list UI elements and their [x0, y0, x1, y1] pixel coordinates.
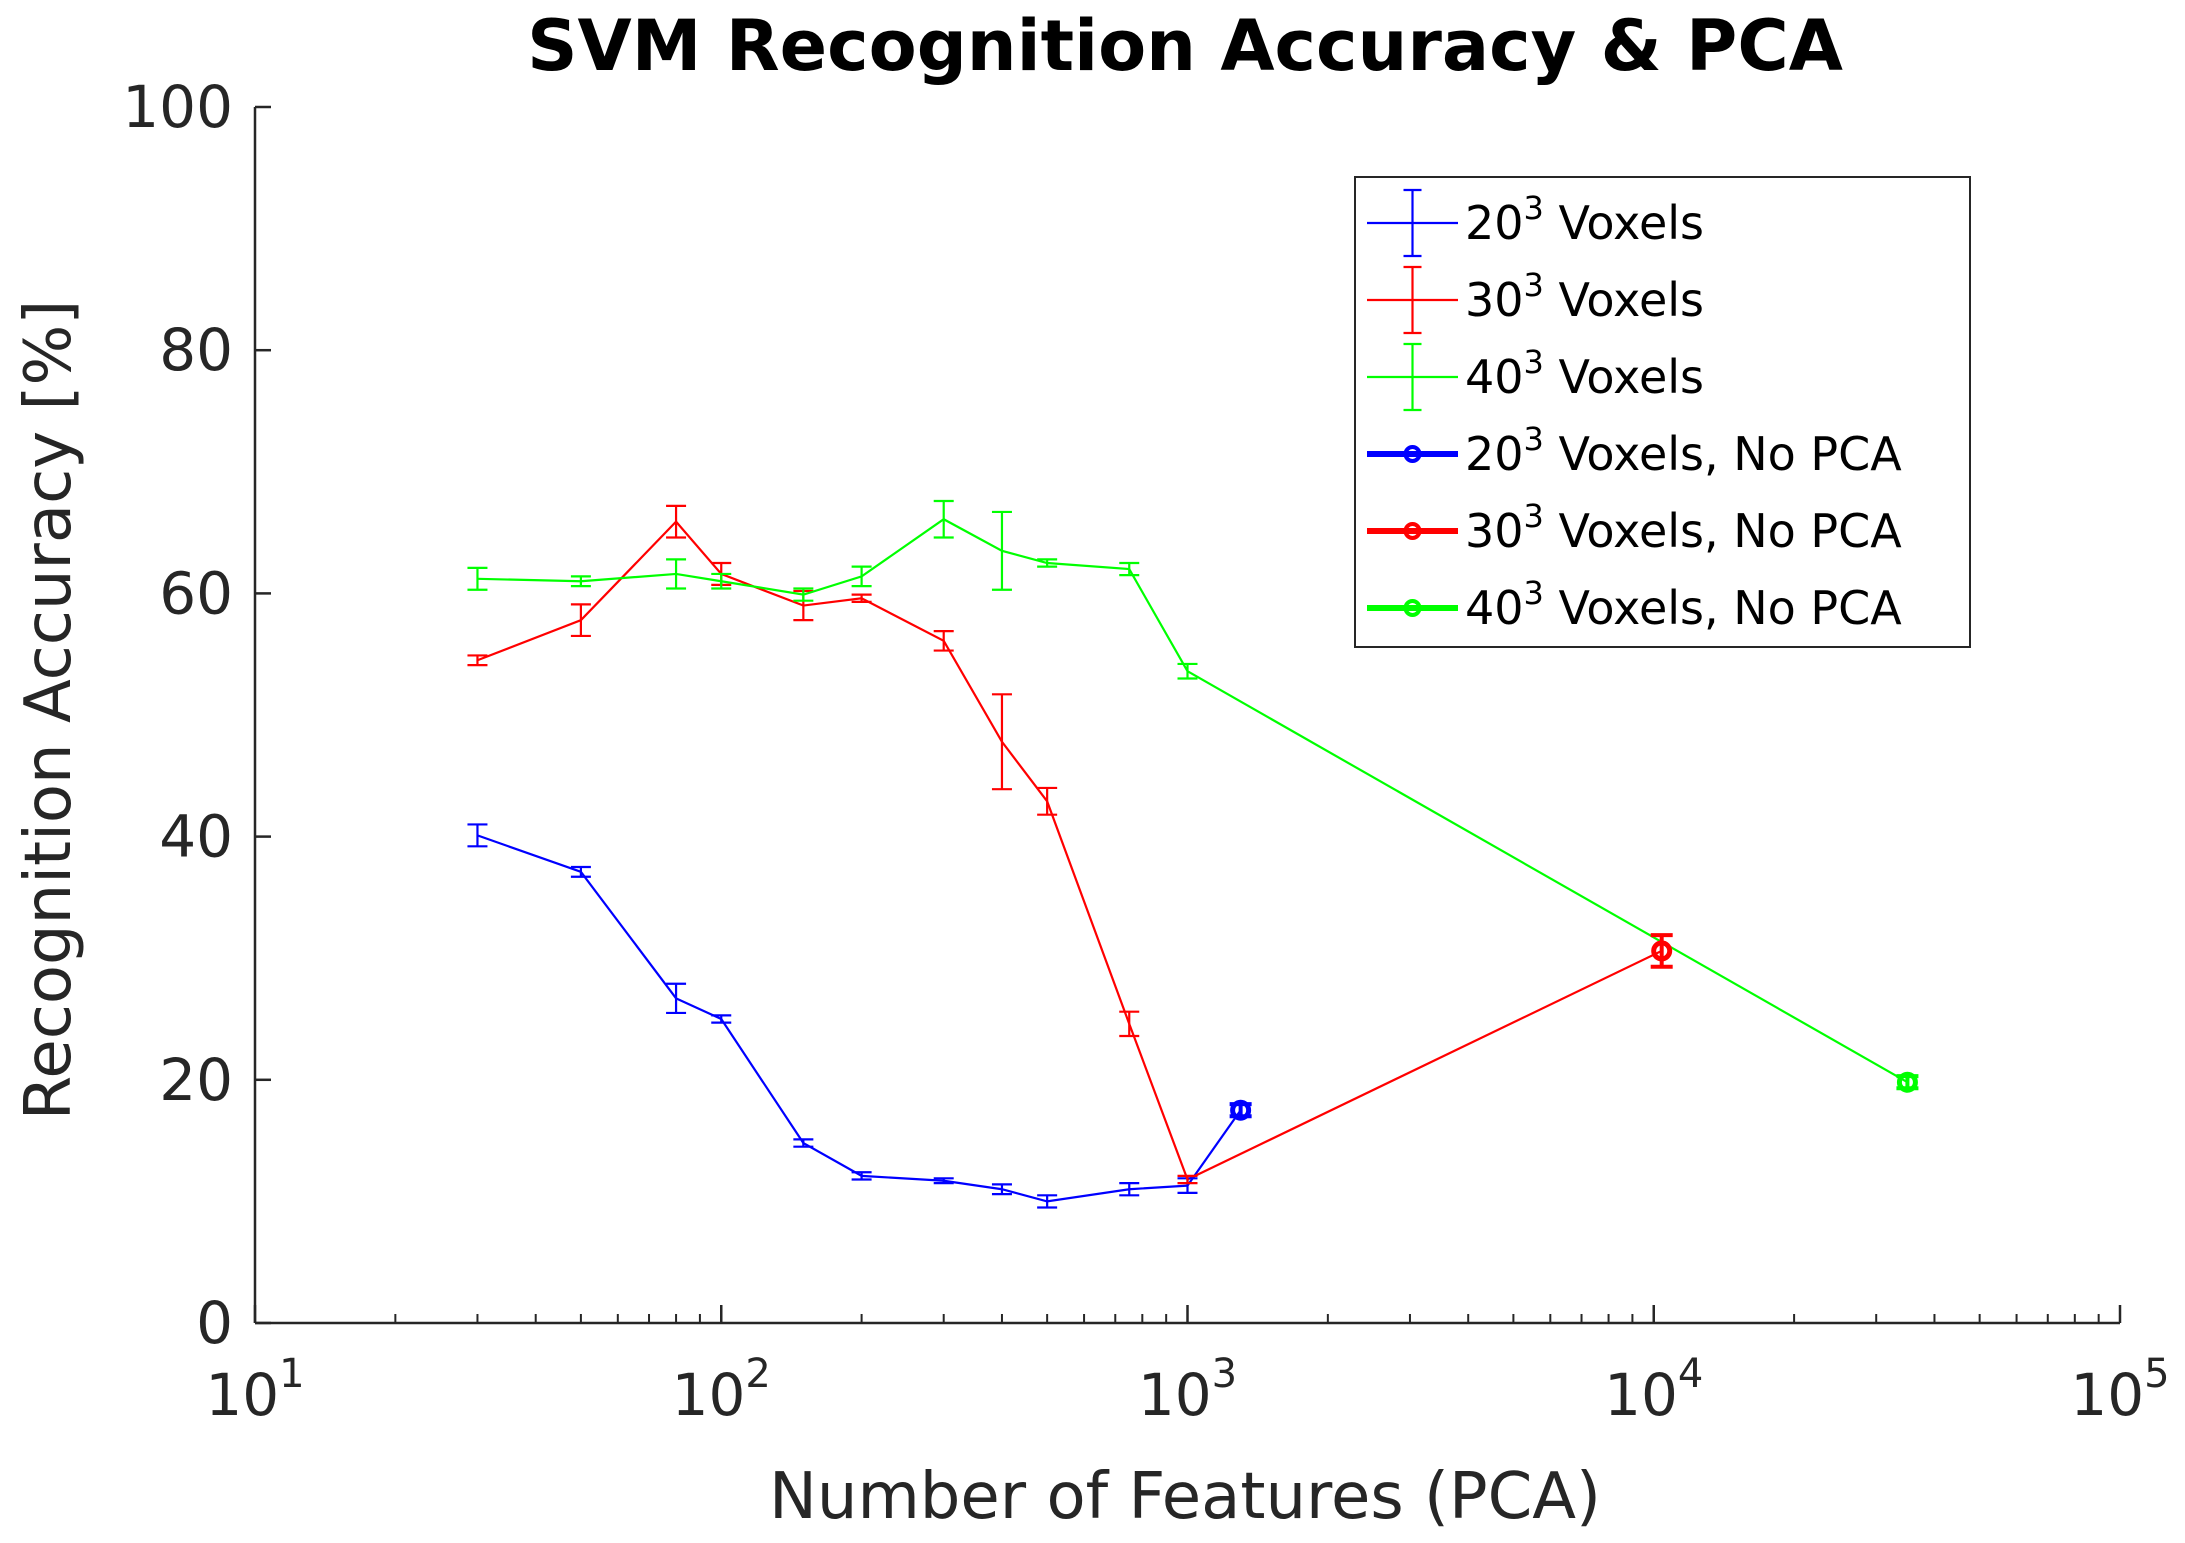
- legend-item: 203 Voxels: [1367, 188, 1704, 258]
- y-axis-label: Recognition Accuracy [%]: [12, 300, 86, 1121]
- connector-30: [1187, 949, 1663, 1181]
- series-layer: [467, 499, 1919, 1209]
- x-tick-label: 104: [1604, 1351, 1703, 1429]
- series-40-nopca: [1896, 1071, 1919, 1093]
- series-20: [467, 823, 1198, 1209]
- legend-label: 303 Voxels: [1465, 266, 1704, 327]
- series-40-nopca-point: [1896, 1071, 1918, 1093]
- legend-swatch-marker: [1403, 599, 1422, 617]
- legend-box: [1354, 176, 1971, 648]
- series-40-line: [477, 517, 1189, 672]
- legend-item: 203 Voxels, No PCA: [1367, 420, 1902, 481]
- y-tick-label: 40: [159, 803, 233, 871]
- legend-swatch-marker: [1403, 445, 1422, 463]
- y-tick-label: 100: [122, 73, 233, 141]
- y-tick-label: 20: [159, 1046, 233, 1114]
- x-tick-label: 101: [205, 1351, 304, 1429]
- y-tick-label: 80: [159, 316, 233, 384]
- series-30-nopca-point: [1651, 940, 1673, 962]
- series-30: [467, 504, 1198, 1185]
- x-axis-label: Number of Features (PCA): [769, 1460, 1601, 1534]
- legend-item: 403 Voxels, No PCA: [1367, 574, 1902, 635]
- y-tick-label: 0: [196, 1289, 233, 1357]
- series-40: [467, 499, 1198, 680]
- legend-label: 303 Voxels, No PCA: [1465, 497, 1902, 558]
- chart-title: SVM Recognition Accuracy & PCA: [527, 5, 1843, 87]
- legend-label: 403 Voxels, No PCA: [1465, 574, 1902, 635]
- axes: 0 20 40 60 80 100 101 102 103 104 105: [122, 73, 2169, 1429]
- x-tick-label: 103: [1138, 1351, 1237, 1429]
- x-tick-label: 102: [672, 1351, 771, 1429]
- legend-item: 303 Voxels, No PCA: [1367, 497, 1902, 558]
- legend-item: 403 Voxels: [1367, 342, 1704, 412]
- series-20-nopca-point: [1230, 1099, 1252, 1121]
- connector-line: [1186, 1109, 1242, 1187]
- connector-20: [1186, 1109, 1242, 1187]
- connector-line: [1186, 670, 1908, 1084]
- y-tick-label: 60: [159, 559, 233, 627]
- legend-item: 303 Voxels: [1367, 265, 1704, 335]
- legend: 203 Voxels 303 Voxels 403 Voxels 203 Voxels…: [1354, 176, 1971, 648]
- connector-40: [1186, 670, 1908, 1084]
- x-tick-label: 105: [2070, 1351, 2169, 1429]
- connector-line: [1187, 949, 1663, 1181]
- legend-label: 203 Voxels: [1465, 189, 1704, 250]
- legend-label: 403 Voxels: [1465, 343, 1704, 404]
- legend-label: 203 Voxels, No PCA: [1465, 420, 1902, 481]
- series-20-nopca: [1229, 1099, 1252, 1121]
- series-30-nopca: [1650, 933, 1673, 969]
- legend-swatch-marker: [1403, 522, 1422, 540]
- series-30-line: [477, 520, 1189, 1180]
